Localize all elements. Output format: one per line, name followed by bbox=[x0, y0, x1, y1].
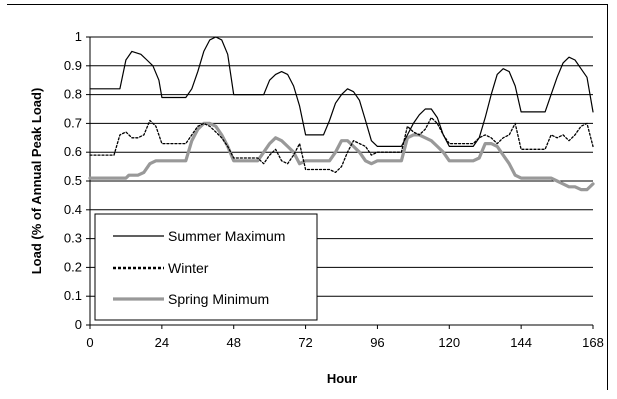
series-line-winter bbox=[89, 116, 594, 174]
series-lines bbox=[88, 36, 595, 192]
x-tick-label-4: 96 bbox=[370, 335, 384, 350]
y-tick-label-2: 0.2 bbox=[64, 259, 82, 274]
y-axis-title: Load (% of Annual Peak Load) bbox=[29, 88, 44, 275]
legend-box bbox=[94, 213, 318, 321]
chart-frame bbox=[7, 4, 608, 390]
x-tick-label-2: 48 bbox=[226, 335, 240, 350]
legend-label-winter: Winter bbox=[168, 260, 209, 276]
y-tick-label-8: 0.8 bbox=[64, 87, 82, 102]
y-tick-label-7: 0.7 bbox=[64, 115, 82, 130]
legend-label-spring-minimum: Spring Minimum bbox=[168, 291, 269, 307]
legend-label-summer-maximum: Summer Maximum bbox=[168, 228, 285, 244]
y-tick-label-6: 0.6 bbox=[64, 144, 82, 159]
series-line-spring-minimum bbox=[88, 121, 595, 192]
y-tick-label-10: 1 bbox=[75, 29, 82, 44]
y-tick-label-4: 0.4 bbox=[64, 202, 82, 217]
x-tick-label-5: 120 bbox=[438, 335, 460, 350]
axes: 0 0.1 0.2 0.3 0.4 0.5 0.6 0.7 0.8 0.9 1 0 24 48 72 96 12… bbox=[64, 29, 604, 350]
x-tick-label-1: 24 bbox=[155, 335, 169, 350]
x-tick-label-7: 168 bbox=[582, 335, 604, 350]
legend: Summer Maximum Winter Spring Minimum bbox=[94, 213, 318, 321]
x-axis-title: Hour bbox=[327, 371, 357, 386]
gridlines bbox=[90, 36, 593, 297]
y-tick-label-1: 0.1 bbox=[64, 288, 82, 303]
series-line-summer-maximum bbox=[89, 36, 594, 147]
y-tick-label-9: 0.9 bbox=[64, 58, 82, 73]
y-tick-label-3: 0.3 bbox=[64, 231, 82, 246]
y-tick-label-0: 0 bbox=[75, 317, 82, 332]
y-tick-label-5: 0.5 bbox=[64, 173, 82, 188]
x-tick-label-3: 72 bbox=[298, 335, 312, 350]
x-tick-label-6: 144 bbox=[510, 335, 532, 350]
x-tick-label-0: 0 bbox=[86, 335, 93, 350]
